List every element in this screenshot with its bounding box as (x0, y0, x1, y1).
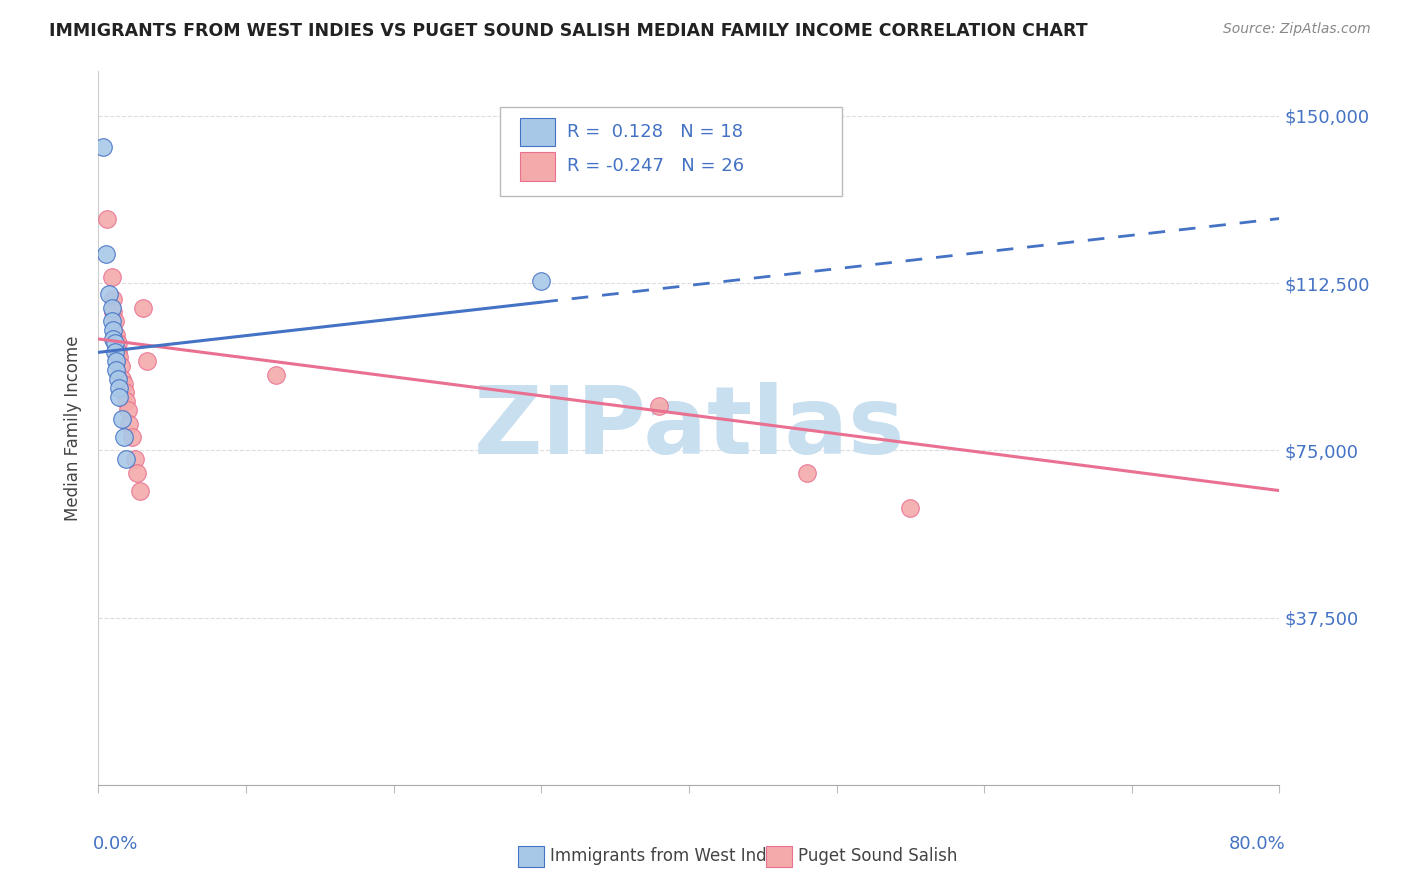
Point (108, 390, 131, 404)
Bar (520, 152, 555, 180)
Text: R = -0.247   N = 26: R = -0.247 N = 26 (567, 157, 744, 175)
Point (132, 301, 155, 315)
Point (114, 385, 136, 400)
Point (117, 403, 139, 417)
Point (112, 430, 135, 444)
Point (111, 372, 134, 386)
Text: Immigrants from West Indies: Immigrants from West Indies (550, 847, 790, 865)
Point (105, 354, 128, 368)
Text: R =  0.128   N = 18: R = 0.128 N = 18 (567, 123, 744, 141)
Point (108, 381, 131, 395)
Text: IMMIGRANTS FROM WEST INDIES VS PUGET SOUND SALISH MEDIAN FAMILY INCOME CORRELATI: IMMIGRANTS FROM WEST INDIES VS PUGET SOU… (49, 22, 1088, 40)
Point (96, 211, 118, 226)
Point (118, 417, 141, 431)
Point (111, 412, 134, 426)
Bar (520, 118, 555, 146)
Point (100, 269, 122, 284)
Point (530, 274, 553, 288)
Bar (766, 846, 792, 867)
Point (115, 394, 138, 409)
Point (103, 323, 125, 337)
Bar (517, 846, 544, 867)
Point (264, 368, 287, 382)
Point (900, 501, 922, 516)
Point (107, 336, 129, 351)
Point (103, 292, 125, 306)
Point (105, 327, 128, 342)
Point (121, 430, 143, 444)
Point (107, 345, 129, 359)
Y-axis label: Median Family Income: Median Family Income (65, 335, 83, 521)
Text: 0.0%: 0.0% (93, 835, 138, 853)
Point (108, 350, 131, 364)
Text: Puget Sound Salish: Puget Sound Salish (797, 847, 957, 865)
Text: Source: ZipAtlas.com: Source: ZipAtlas.com (1223, 22, 1371, 37)
Point (105, 363, 128, 377)
Point (103, 332, 125, 346)
Point (100, 301, 122, 315)
Point (125, 466, 148, 480)
Text: 80.0%: 80.0% (1229, 835, 1285, 853)
Point (796, 466, 818, 480)
Point (94, 247, 117, 261)
Point (128, 483, 150, 498)
Point (124, 452, 146, 467)
Point (648, 399, 671, 413)
FancyBboxPatch shape (501, 107, 842, 196)
Point (112, 376, 135, 391)
Point (91, 140, 114, 154)
Point (104, 314, 127, 328)
Point (107, 372, 129, 386)
Text: ZIPatlas: ZIPatlas (474, 382, 904, 475)
Point (103, 305, 125, 319)
Point (104, 345, 127, 359)
Point (100, 314, 122, 328)
Point (97, 287, 120, 301)
Point (115, 452, 138, 467)
Point (110, 359, 132, 373)
Point (136, 354, 159, 368)
Point (104, 336, 127, 351)
